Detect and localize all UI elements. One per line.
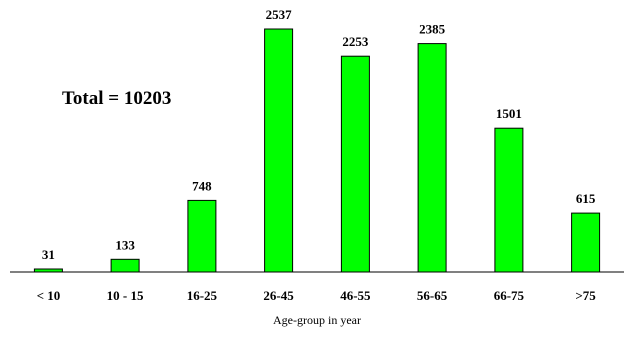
bar-value-label: 2253: [342, 34, 369, 49]
bar: [110, 258, 140, 273]
x-tick-label: < 10: [37, 288, 61, 303]
bar-value-label: 2537: [266, 7, 293, 22]
x-tick-label: 10 - 15: [107, 288, 144, 303]
x-axis-ticks-layer: < 10 10 - 15 16-25 26-45 46-55 56-65 66-75 >75: [37, 288, 597, 303]
bar-value-label: 615: [576, 191, 596, 206]
total-annotation: Total = 10203: [62, 88, 171, 109]
bar-value-label: 2385: [419, 22, 446, 37]
x-tick-label: >75: [575, 288, 596, 303]
value-labels-layer: 31 133 748 2537 2253 2385 1501 615: [42, 7, 596, 262]
bar-value-label: 31: [42, 247, 55, 262]
bars-layer: [33, 28, 601, 273]
bar: [187, 199, 217, 273]
x-tick-label: 66-75: [494, 288, 525, 303]
x-tick-label: 46-55: [340, 288, 371, 303]
bar: [417, 43, 447, 273]
x-tick-label: 56-65: [417, 288, 448, 303]
bar-value-label: 133: [115, 237, 135, 252]
x-axis-title: Age-group in year: [273, 313, 361, 327]
bar: [264, 28, 294, 273]
bar: [571, 212, 601, 273]
bar-value-label: 748: [192, 178, 212, 193]
bar: [494, 127, 524, 273]
x-tick-label: 16-25: [187, 288, 218, 303]
bar-value-label: 1501: [496, 106, 522, 121]
x-tick-label: 26-45: [263, 288, 294, 303]
bar: [340, 55, 370, 273]
